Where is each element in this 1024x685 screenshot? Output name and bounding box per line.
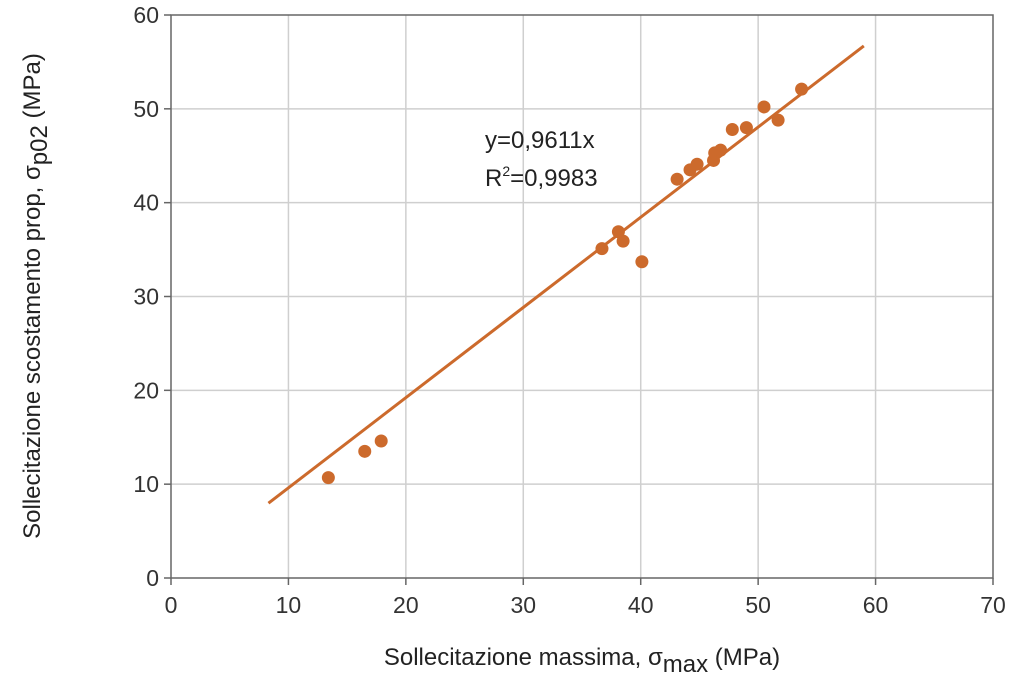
x-tick-label: 0: [165, 592, 178, 618]
data-point: [321, 471, 335, 485]
data-point: [757, 100, 771, 114]
y-tick-label: 50: [133, 96, 159, 122]
r-squared-value: =0,9983: [510, 165, 597, 192]
data-point: [771, 113, 785, 127]
x-tick-label: 30: [510, 592, 536, 618]
data-point: [690, 157, 704, 171]
data-point: [635, 255, 649, 269]
data-points: [321, 82, 809, 485]
data-point: [795, 82, 809, 96]
x-axis-ticks: 0 10 20 30 40 50 60 70: [165, 578, 1006, 618]
y-axis-label-main: Sollecitazione scostamento prop, σ: [19, 165, 46, 539]
data-point: [670, 172, 684, 186]
equation-label: y=0,9611x: [485, 127, 595, 154]
x-axis-label: Sollecitazione massima, σmax (MPa): [384, 644, 780, 678]
y-tick-label: 60: [133, 2, 159, 28]
y-tick-label: 40: [133, 190, 159, 216]
x-tick-label: 60: [863, 592, 889, 618]
y-axis-label-unit: (MPa): [19, 53, 46, 125]
y-axis-label-sub: p02: [26, 125, 53, 165]
y-tick-label: 20: [133, 377, 159, 403]
x-tick-label: 50: [745, 592, 771, 618]
grid-lines: [171, 15, 993, 578]
x-axis-label-sub: max: [663, 651, 708, 678]
r-squared-superscript: 2: [502, 163, 510, 179]
data-point: [725, 122, 739, 136]
x-tick-label: 20: [393, 592, 419, 618]
data-point: [374, 434, 388, 448]
r-squared-label: R2=0,9983: [485, 163, 598, 192]
data-point: [714, 143, 728, 157]
trend-line: [267, 44, 865, 505]
data-point: [616, 234, 630, 248]
y-tick-label: 10: [133, 471, 159, 497]
y-axis-ticks: 0 10 20 30 40 50 60: [133, 2, 171, 591]
x-axis-label-main: Sollecitazione massima, σ: [384, 644, 663, 671]
x-tick-label: 10: [276, 592, 302, 618]
y-axis-label: Sollecitazione scostamento prop, σp02 (M…: [19, 53, 53, 539]
data-point: [595, 242, 609, 256]
data-point: [739, 121, 753, 135]
x-axis-label-unit: (MPa): [708, 644, 780, 671]
y-tick-label: 30: [133, 284, 159, 310]
data-point: [358, 444, 372, 458]
r-squared-prefix: R: [485, 165, 502, 192]
y-tick-label: 0: [146, 565, 159, 591]
x-tick-label: 40: [628, 592, 654, 618]
x-tick-label: 70: [980, 592, 1006, 618]
